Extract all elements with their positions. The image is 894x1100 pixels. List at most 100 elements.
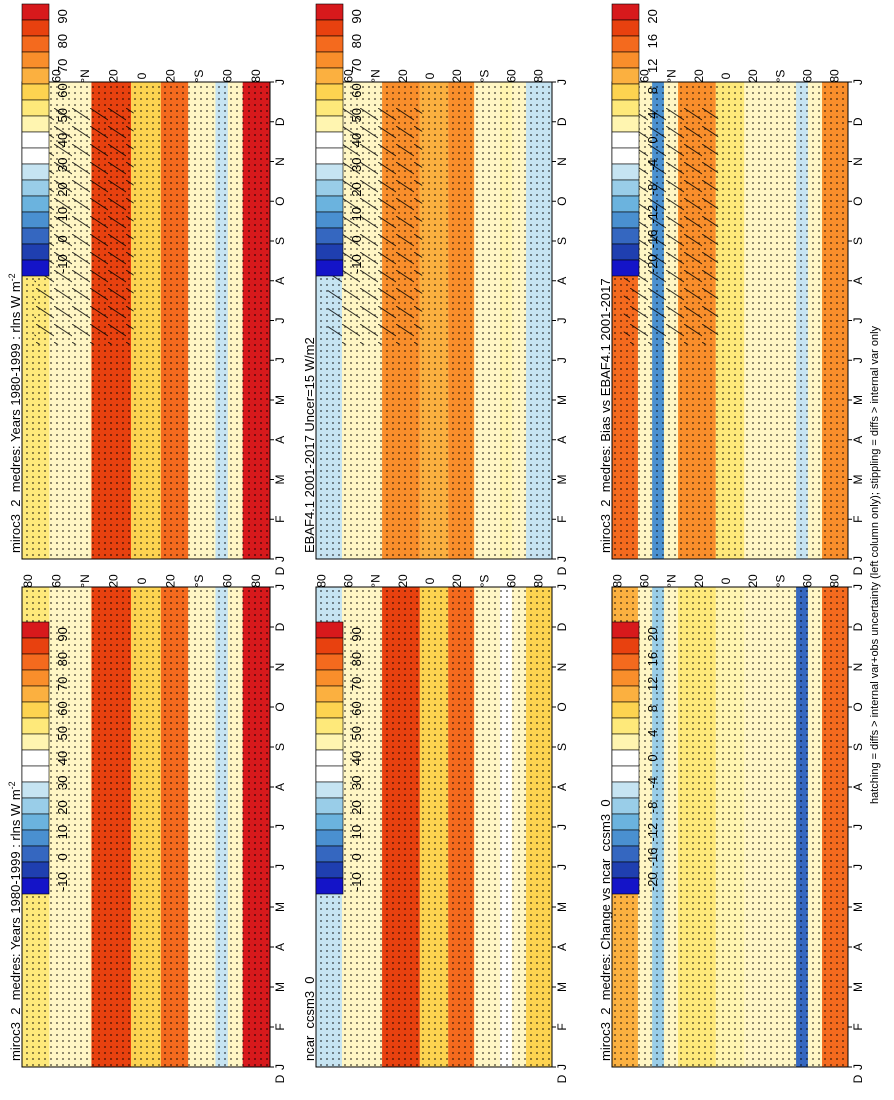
latitude-tick-label: 60 (342, 69, 356, 83)
colorbar-swatch (315, 685, 344, 703)
month-tick-label: S (851, 743, 865, 751)
panel-title-superscript: -2 (7, 273, 17, 281)
month-tick-label: A (851, 943, 865, 951)
colorbar-difference-2: 20 16 12 8 4 0 -4 -8 -12 -16 -20 (611, 3, 660, 277)
month-tick-label: F (851, 516, 865, 523)
latitude-tick-label: 60 (49, 574, 63, 588)
month-tick-label: M (851, 395, 865, 405)
colorbar-swatch (315, 51, 344, 69)
colorbar-swatch (315, 227, 344, 245)
hatching-overlay (34, 105, 134, 345)
month-tick-label: O (555, 702, 569, 711)
colorbar-swatch (21, 717, 50, 735)
colorbar-swatch (21, 845, 50, 863)
stippling-overlay (316, 587, 552, 1067)
colorbar-swatch (21, 861, 50, 879)
colorbar-label: 10 (55, 207, 70, 221)
latitude-tick-label: 20 (450, 574, 464, 588)
month-tick-label: J (273, 318, 287, 324)
colorbar-swatch (611, 733, 640, 751)
colorbar-label: 20 (645, 627, 660, 641)
colorbar-swatch (315, 877, 344, 895)
colorbar-swatch (21, 131, 50, 149)
latitude-tick-label: 60 (800, 574, 814, 588)
month-tick-label: O (273, 197, 287, 206)
latitude-tick-label: 20 (692, 69, 706, 83)
colorbar-label: 20 (55, 182, 70, 196)
panel-title: miroc3_2_medres: Bias vs EBAF4.1 2001-20… (598, 278, 613, 553)
latitude-tick-label: 60 (221, 69, 235, 83)
latitude-tick-label: °N (369, 69, 383, 82)
colorbar-swatch (611, 259, 640, 277)
month-tick-label: J (851, 864, 865, 870)
colorbar-label: -8 (645, 184, 660, 196)
colorbar-swatch (611, 637, 640, 655)
colorbar-label: 40 (55, 751, 70, 765)
stippling-overlay (612, 587, 848, 1067)
latitude-tick-label: 80 (249, 574, 263, 588)
colorbar-swatch (21, 701, 50, 719)
colorbar-swatch (21, 83, 50, 101)
latitude-tick-label: 20 (164, 69, 178, 83)
colorbar-label: 90 (55, 9, 70, 23)
colorbar-label: -4 (645, 777, 660, 789)
month-tick-label: J (555, 1064, 569, 1070)
colorbar-swatch (611, 813, 640, 831)
colorbar-label: 30 (55, 775, 70, 789)
colorbar-swatch (21, 621, 50, 639)
colorbar-swatch (315, 845, 344, 863)
colorbar-swatch (315, 653, 344, 671)
colorbar-swatch (611, 51, 640, 69)
month-tick-label: D (273, 622, 287, 631)
month-tick-label: J (555, 824, 569, 830)
colorbar-swatch (611, 227, 640, 245)
colorbar-label: 50 (349, 726, 364, 740)
month-tick-label: J (555, 556, 569, 562)
month-tick-label: F (273, 1023, 287, 1030)
month-tick-label: M (851, 475, 865, 485)
month-tick-label: J (851, 79, 865, 85)
latitude-tick-label: °S (477, 70, 491, 83)
latitude-tick-label: 80 (21, 574, 35, 588)
colorbar-label: 30 (349, 775, 364, 789)
colorbar-label: 4 (645, 730, 660, 737)
panel-title: miroc3_2_medres: Years 1980-1999 : rlns … (7, 273, 23, 553)
month-tick-label: M (851, 902, 865, 912)
colorbar-label: 0 (349, 853, 364, 860)
colorbar-swatch (315, 669, 344, 687)
latitude-tick-label: 60 (504, 69, 518, 83)
latitude-tick-label: 80 (249, 69, 263, 83)
panel-title: ncar_ccsm3_0 (302, 976, 317, 1061)
stippling-overlay (22, 587, 270, 1067)
colorbar-label: 90 (349, 9, 364, 23)
month-tick-label: N (273, 663, 287, 672)
latitude-tick-label: 60 (221, 574, 235, 588)
colorbar-swatch (315, 621, 344, 639)
month-tick-label: J (555, 864, 569, 870)
colorbar-absolute-1: 90 80 70 60 50 40 30 20 10 0 -10 (21, 621, 70, 895)
colorbar-label: 20 (645, 9, 660, 23)
month-tick-label: J (273, 824, 287, 830)
colorbar-label: -4 (645, 159, 660, 171)
colorbar-swatch (611, 621, 640, 639)
colorbar-swatch (611, 211, 640, 229)
colorbar-swatch (315, 765, 344, 783)
colorbar-label: -8 (645, 802, 660, 814)
colorbar-swatch (21, 227, 50, 245)
colorbar-label: 12 (645, 677, 660, 691)
hatching-overlay (623, 105, 719, 345)
latitude-tick-label: 20 (692, 574, 706, 588)
month-tick-label: J (851, 357, 865, 363)
colorbar-swatch (21, 211, 50, 229)
colorbar-label: 10 (349, 825, 364, 839)
colorbar-swatch (611, 797, 640, 815)
month-tick-label: F (273, 516, 287, 523)
month-tick-label: S (273, 743, 287, 751)
colorbar-swatch (21, 749, 50, 767)
colorbar-absolute-2: 90 80 70 60 50 40 30 20 10 0 -10 (315, 621, 364, 895)
colorbar-swatch (611, 99, 640, 117)
latitude-tick-label: 0 (719, 577, 733, 584)
colorbar-swatch (21, 259, 50, 277)
colorbar-label: 80 (55, 652, 70, 666)
month-tick-label: J (273, 79, 287, 85)
